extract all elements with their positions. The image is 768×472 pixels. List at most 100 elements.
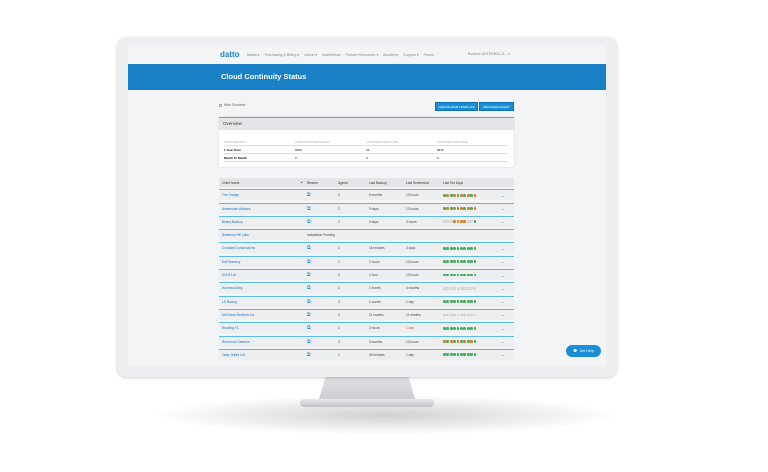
nav-item[interactable]: Partner Resources ▾ [345,52,379,57]
success-dot [446,273,450,277]
client-name-link[interactable]: Amsterdam Artisans [222,206,251,211]
nav-item[interactable]: Status ▾ [246,52,260,57]
client-name-link[interactable]: LS Racing [222,299,237,304]
warning-dot [459,220,463,224]
column-header[interactable]: Client Name ▲ [222,180,303,185]
datto-logo[interactable]: datto [220,50,240,59]
column-header[interactable]: Last Ten Days [443,180,464,185]
success-dot [473,260,477,264]
external-link-icon[interactable]: ⧉ [307,338,311,345]
hide-overview-checkbox[interactable]: Hide Overview [219,103,245,107]
warning-dot [463,220,467,224]
table-row[interactable]: Richmond Gardens ⧉ 3 3 months 13 hours ⌄ [219,335,514,347]
success-dot [466,260,470,264]
table-row[interactable]: Constant Constructions ⧉ 1 18 minutes 3 days… [219,242,514,254]
column-header[interactable]: Last Backup [369,180,387,185]
external-link-icon[interactable]: ⧉ [307,325,311,332]
external-link-icon[interactable]: ⧉ [307,245,311,252]
external-link-icon[interactable]: ⧉ [307,298,311,305]
empty-dot [466,220,470,224]
top-nav: datto Status ▾ Purchasing & Billing ▾ Admi… [128,45,606,64]
client-name-link[interactable]: McGowan Builders Ltd [222,312,255,317]
client-name-link[interactable]: Reading FC [222,326,240,331]
chevron-down-icon[interactable]: ⌄ [501,312,505,318]
restore-cell: ⧉ [307,219,338,225]
clients-table: Client Name ▲ Restore Agents Last Backup Last… [219,178,514,360]
overview-cell: 0 [437,155,439,160]
nav-item[interactable]: Forum [423,52,435,57]
empty-dot [453,286,456,290]
client-name-link[interactable]: Blueberry Hill Labs [222,233,249,238]
client-name-link[interactable]: Richmond Gardens [222,339,250,344]
chevron-down-icon[interactable]: ⌄ [501,299,505,305]
table-row[interactable]: McGowan Builders Ltd ⧉ 3 11 months 11 months… [219,308,514,320]
register-agent-button[interactable]: REGISTER AGENT [479,102,514,111]
table-row[interactable]: LS Racing ⧉ 3 1 month 1 day ⌄ [219,295,514,307]
success-dot [466,247,470,250]
empty-dot [449,220,453,224]
last-ten-days [443,220,501,224]
table-row[interactable]: Hummus&Veg ⧉ 1 1 month 4 months ⌄ [219,282,514,294]
chevron-down-icon[interactable]: ⌄ [501,259,505,265]
chevron-down-icon[interactable]: ⌄ [501,339,505,345]
external-link-icon[interactable]: ⧉ [307,218,311,225]
sort-icon[interactable]: ▲ [300,180,303,184]
success-dot [443,353,446,357]
client-name-link[interactable]: The Orange [222,193,240,198]
success-dot [470,353,473,357]
chevron-down-icon[interactable]: ⌄ [501,285,505,291]
column-header[interactable]: Restore [307,180,319,185]
nav-item[interactable]: Academy [383,52,399,57]
chevron-down-icon[interactable]: ⌄ [501,219,505,225]
table-row[interactable]: Tasty Jellies Ltd ⧉ 1 43 minutes 1 day ⌄ [219,348,514,360]
table-row[interactable]: Amsterdam Artisans ⧉ 2 9 days 13 hours ⌄ [219,202,514,214]
external-link-icon[interactable]: ⧉ [307,192,311,199]
create-rmm-template-button[interactable]: CREATE RMM TEMPLATE [435,102,478,111]
chevron-down-icon[interactable]: ⌄ [501,272,505,278]
external-link-icon[interactable]: ⧉ [307,351,311,358]
get-help-button[interactable]: 💬 Get Help [566,345,601,357]
success-dot [443,326,446,330]
table-row[interactable]: DVLB Ltd ⧉ 2 1 hour 13 hours ⌄ [219,269,514,281]
nav-item[interactable]: Admin ▾ [304,52,318,57]
table-row[interactable]: The Orange ⧉ 2 6 months 13 hours ⌄ [219,189,514,201]
warning-dot [446,207,450,210]
client-name-link[interactable]: Constant Constructions [222,246,256,251]
success-dot [449,353,453,357]
success-dot [470,273,473,277]
empty-dot [446,286,450,290]
chevron-down-icon[interactable]: ⌄ [501,245,505,251]
chevron-down-icon[interactable]: ⌄ [501,206,505,212]
overview-header: LICENSES AVAILABLE [437,139,469,144]
client-name-link[interactable]: Tasty Jellies Ltd [222,352,245,357]
chevron-down-icon[interactable]: ⌄ [501,192,505,198]
table-row[interactable]: Reading FC ⧉ 1 2 hours 1 day ⌄ [219,322,514,334]
external-link-icon[interactable]: ⧉ [307,205,311,212]
external-link-icon[interactable]: ⧉ [307,258,311,265]
column-header[interactable]: Agents [338,180,348,185]
client-name-link[interactable]: Hummus&Veg [222,286,243,291]
success-dot [456,300,460,304]
nav-item[interactable]: MarketNow [322,52,341,57]
checkbox-box[interactable] [219,103,222,107]
nav-item[interactable]: Support ▾ [403,52,419,57]
success-dot [443,193,446,197]
column-header[interactable]: Last Screenshot [406,180,430,185]
empty-dot [466,313,470,317]
external-link-icon[interactable]: ⧉ [307,311,311,318]
table-row[interactable]: Blueberry Hill Labs Installation Pending [219,229,514,241]
user-menu[interactable]: Bsntech (INTERNAL D... ▾ [467,52,510,56]
table-row[interactable]: Binary Backup ⧉ 2 3 days 3 hours ⌄ [219,215,514,227]
nav-item[interactable]: Purchasing & Billing ▾ [264,52,300,57]
last-screenshot: 13 hours [406,206,419,211]
chevron-down-icon[interactable]: ⌄ [501,325,505,331]
screen: datto Status ▾ Purchasing & Billing ▾ Admi… [128,45,606,367]
external-link-icon[interactable]: ⧉ [307,272,311,279]
client-name-link[interactable]: Duff Brewery [222,259,241,264]
client-name-link[interactable]: DVLB Ltd [222,273,236,278]
external-link-icon[interactable]: ⧉ [307,285,311,292]
client-name-link[interactable]: Binary Backup [222,219,243,224]
overview-cell: 22 [366,147,370,152]
table-row[interactable]: Duff Brewery ⧉ 1 2 hours 13 hours ⌄ [219,255,514,267]
chevron-down-icon[interactable]: ⌄ [501,352,505,358]
